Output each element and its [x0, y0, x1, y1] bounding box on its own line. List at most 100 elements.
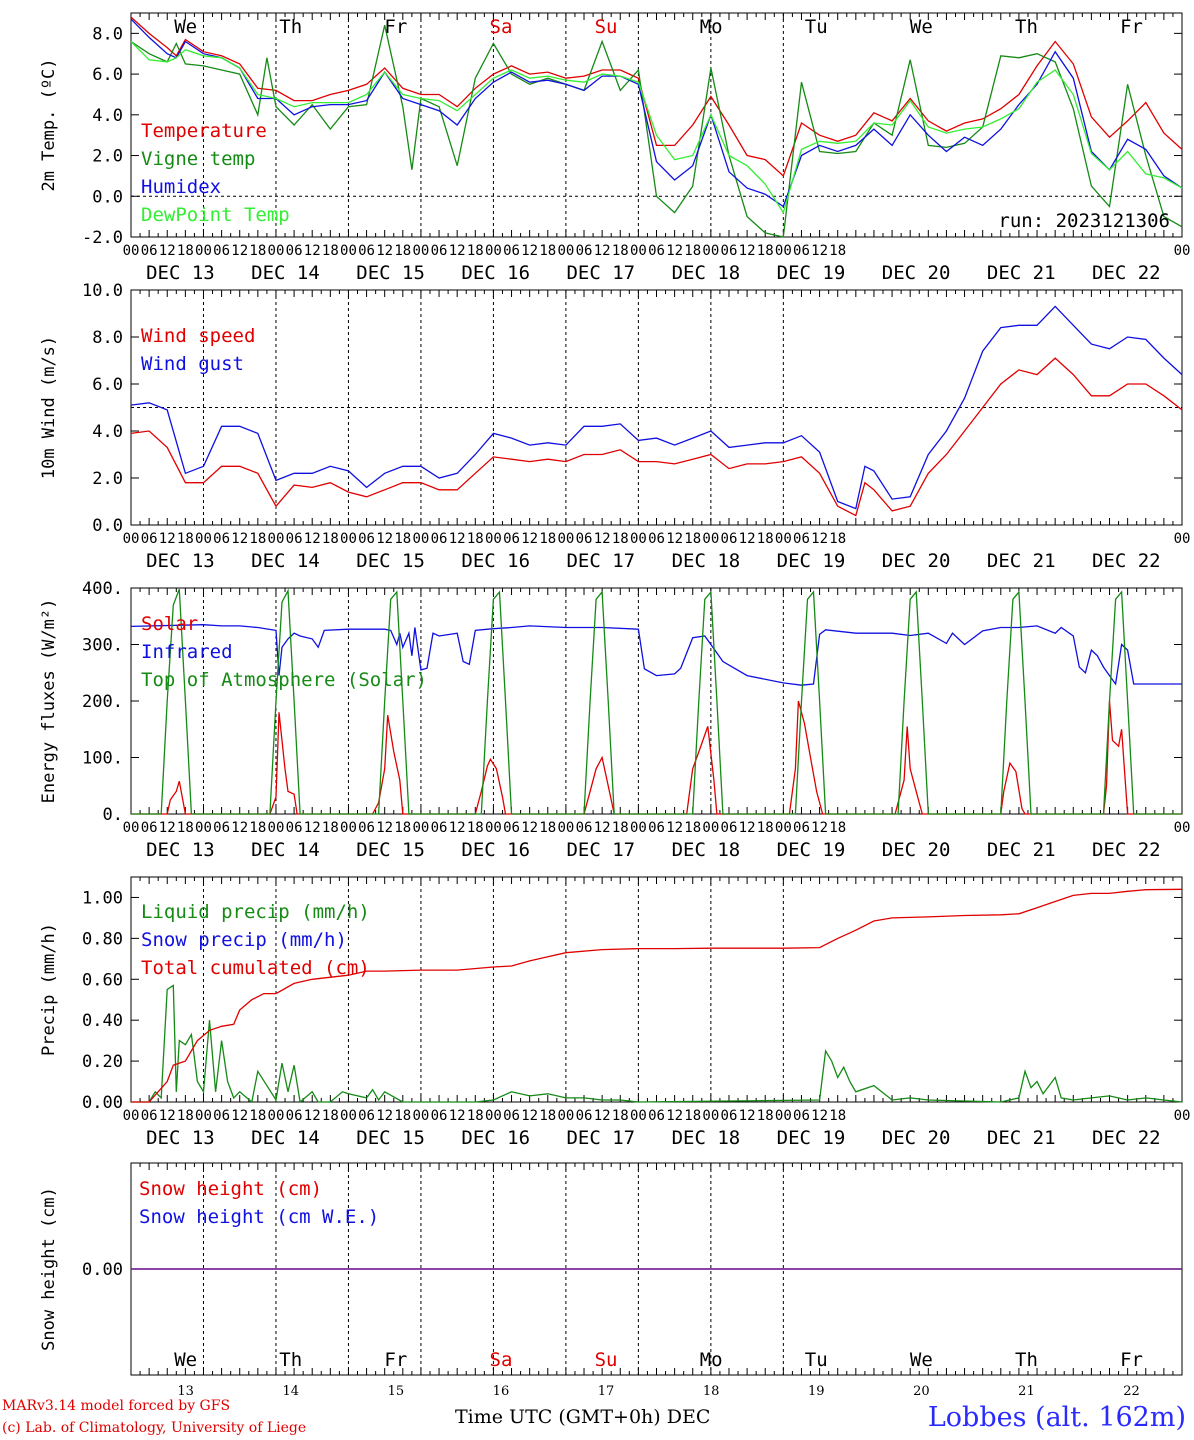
date-label: DEC 21 — [987, 550, 1056, 572]
weekday-label: Th — [1015, 16, 1038, 38]
legend-entry: Snow height (cm) — [139, 1178, 322, 1200]
hour-label: 00 — [123, 243, 140, 259]
hour-label: 00 — [268, 243, 285, 259]
weekday-label: Fr — [384, 1349, 407, 1371]
weekday-label: We — [910, 1349, 933, 1371]
date-label: DEC 14 — [251, 550, 320, 572]
hour-label: 06 — [141, 243, 158, 259]
weekday-label: Th — [279, 1349, 302, 1371]
hour-label: 12 — [159, 1108, 176, 1124]
weekday-label: Fr — [1120, 1349, 1143, 1371]
hour-label: 12 — [811, 1108, 828, 1124]
hour-label: 18 — [829, 531, 846, 547]
hour-label: 12 — [159, 820, 176, 836]
date-label: DEC 13 — [146, 550, 215, 572]
date-label: DEC 22 — [1092, 1127, 1161, 1149]
hour-label: 00 — [195, 531, 212, 547]
hour-label: 06 — [286, 820, 303, 836]
hour-label: 00 — [485, 820, 502, 836]
hour-label: 00 — [268, 531, 285, 547]
panel-2 — [130, 289, 1183, 526]
hour-label: 00 — [413, 243, 430, 259]
hour-label: 18 — [757, 820, 774, 836]
day-number: 22 — [1123, 1384, 1140, 1399]
hour-label: 06 — [358, 1108, 375, 1124]
hour-label: 06 — [721, 820, 738, 836]
hour-label: 06 — [793, 531, 810, 547]
hour-label: 18 — [177, 1108, 194, 1124]
hour-label: 18 — [394, 243, 411, 259]
series-line-wind-speed — [130, 357, 1183, 517]
series-line-total-cumulated-cm- — [131, 888, 1183, 1103]
hour-label: 12 — [376, 531, 393, 547]
date-label: DEC 15 — [356, 839, 425, 861]
weekday-label: Sa — [490, 1349, 513, 1371]
hour-label: 18 — [829, 243, 846, 259]
legend-entry: Total cumulated (cm) — [141, 957, 370, 979]
weekday-label: Th — [279, 16, 302, 38]
hour-label: 12 — [521, 531, 538, 547]
date-label: DEC 16 — [461, 550, 530, 572]
hour-label: 06 — [793, 1108, 810, 1124]
hour-label: 18 — [322, 820, 339, 836]
legend-entry: Snow height (cm W.E.) — [139, 1206, 379, 1228]
hour-label: 12 — [376, 243, 393, 259]
date-label: DEC 21 — [987, 839, 1056, 861]
hour-label: 06 — [431, 820, 448, 836]
hour-label: 12 — [739, 243, 756, 259]
hour-label: 06 — [648, 531, 665, 547]
legend-entry: DewPoint Temp — [141, 204, 290, 226]
legend-entry: Humidex — [141, 176, 221, 198]
hour-label: 18 — [684, 820, 701, 836]
hour-label: 06 — [793, 820, 810, 836]
hour-label: 12 — [594, 243, 611, 259]
hour-label: 06 — [648, 820, 665, 836]
date-label: DEC 19 — [777, 262, 846, 284]
date-label: DEC 21 — [987, 1127, 1056, 1149]
date-label: DEC 16 — [461, 839, 530, 861]
hour-label: 00 — [123, 820, 140, 836]
weekday-label: Tu — [805, 16, 828, 38]
series-line-infrared — [130, 624, 1182, 686]
hour-label: 12 — [521, 820, 538, 836]
hour-label: 00 — [557, 1108, 574, 1124]
legend-entry: Temperature — [141, 120, 267, 142]
lab-credit: (c) Lab. of Climatology, University of L… — [2, 1420, 307, 1436]
hour-label: 06 — [286, 1108, 303, 1124]
hour-label: 00 — [702, 820, 719, 836]
hour-label: 18 — [684, 243, 701, 259]
y-tick-label: -2.0 — [82, 228, 123, 248]
hour-label: 12 — [376, 820, 393, 836]
y-tick-label: 0.00 — [82, 1260, 123, 1280]
y-tick-label: 8.0 — [92, 24, 123, 44]
series-line-humidex — [130, 18, 1183, 208]
date-label: DEC 19 — [777, 550, 846, 572]
hour-label: 12 — [159, 243, 176, 259]
hour-label: 12 — [304, 531, 321, 547]
hour-label: 18 — [322, 1108, 339, 1124]
hour-label: 12 — [666, 820, 683, 836]
y-tick-label: 100. — [82, 749, 123, 769]
weekday-label: Mo — [700, 16, 723, 38]
y-tick-label: 300. — [82, 636, 123, 656]
day-number: 15 — [388, 1384, 405, 1399]
date-label: DEC 13 — [146, 839, 215, 861]
date-label: DEC 20 — [882, 1127, 951, 1149]
hour-label: 18 — [322, 243, 339, 259]
hour-label: 00 — [702, 531, 719, 547]
y-tick-label: 6.0 — [92, 375, 123, 395]
y-tick-label: 8.0 — [92, 328, 123, 348]
series-line-solar — [131, 700, 1182, 815]
hour-label: 00 — [1174, 1108, 1191, 1124]
y-axis-label: 2m Temp. (ºC) — [39, 58, 59, 191]
y-tick-label: 4.0 — [92, 106, 123, 126]
series-line-top-of-atmosphere-solar- — [131, 588, 1182, 815]
day-number: 16 — [493, 1384, 510, 1399]
hour-label: 12 — [449, 1108, 466, 1124]
hour-label: 12 — [449, 820, 466, 836]
legend-entry: Wind speed — [141, 325, 255, 347]
hour-label: 12 — [811, 243, 828, 259]
legend-entry: Wind gust — [141, 353, 244, 375]
hour-label: 06 — [431, 1108, 448, 1124]
weekday-label: Mo — [700, 1349, 723, 1371]
